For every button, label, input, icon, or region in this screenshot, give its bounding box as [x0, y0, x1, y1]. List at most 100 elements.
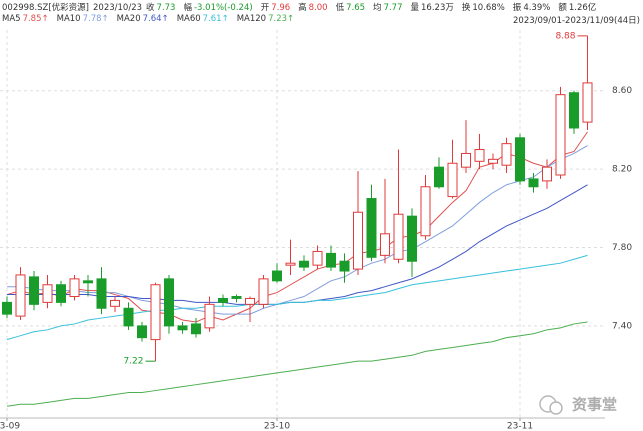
quote-value: 4.39% [523, 3, 551, 13]
y-tick-label: 8.60 [612, 86, 632, 96]
legend-item: MA10 7.78↑ [57, 14, 113, 24]
watermark: 资事堂 [539, 395, 617, 415]
candle-body [137, 325, 147, 339]
ma-line [6, 254, 588, 341]
y-tick-label: 7.40 [612, 321, 632, 331]
candle-body [96, 278, 107, 309]
max-label: 8.88 [555, 31, 575, 41]
quote-item: 开 7.96 [261, 3, 294, 13]
quote-label: 开 [260, 3, 270, 13]
candle-body [285, 262, 296, 266]
legend-name: MA20 [116, 14, 141, 24]
ma-line [7, 184, 588, 305]
legend-name: MA10 [56, 14, 81, 24]
quote-item: 量 16.23万 [411, 3, 458, 13]
min-label: 7.22 [123, 357, 143, 367]
candle-body [245, 297, 255, 305]
quote-label: 量 [410, 3, 420, 13]
candle-body [231, 296, 242, 299]
quote-item: 收 7.73 [146, 3, 179, 13]
quote-label: 幅 [183, 3, 192, 13]
candle-body [353, 211, 363, 270]
quote-value: 7.96 [271, 3, 291, 13]
candle-body [2, 301, 12, 315]
ma-line [6, 131, 588, 323]
legend-name: MA5 [2, 14, 21, 24]
legend-name: MA120 [236, 14, 267, 24]
quote-header: 002998.SZ[优彩资源] 2023/10/23 收 7.73 幅 -3.01%(-0… [2, 1, 604, 13]
candle-body [83, 280, 93, 284]
candle-body [569, 92, 579, 129]
candle-body [191, 323, 201, 335]
quote-label: 高 [298, 3, 307, 13]
x-tick-label: 23-10 [264, 422, 290, 431]
quote-item: 均 7.77 [373, 3, 406, 13]
x-tick-label: 23-09 [0, 422, 20, 431]
candle-body [528, 178, 539, 188]
candle-body [501, 143, 512, 166]
candle-body [447, 162, 458, 198]
candle-body [420, 186, 431, 237]
stock-code: 002998.SZ[优彩资源] [2, 3, 90, 13]
candle-body [177, 325, 188, 331]
quote-value: 7.77 [383, 3, 403, 13]
candle-body [69, 278, 80, 298]
quote-item: 额 1.26亿 [558, 3, 600, 13]
candle-body [15, 274, 26, 317]
legend-value: 7.78↑ [82, 14, 109, 24]
candle-body [218, 297, 228, 303]
watermark-icon [549, 401, 563, 415]
candle-body [393, 213, 404, 260]
candle-body [474, 149, 485, 162]
legend-item: MA20 7.64↑ [117, 14, 173, 24]
watermark-text: 资事堂 [572, 396, 617, 414]
quote-label: 均 [373, 3, 382, 13]
quote-item: 换 10.68% [462, 3, 509, 13]
candle-body [164, 278, 174, 327]
quote-value: -3.01%(-0.24) [193, 3, 253, 13]
candle-body [29, 276, 39, 305]
quote-label: 低 [335, 3, 345, 13]
candle-body [258, 278, 269, 305]
ma-legend: MA5 7.85↑ MA10 7.78↑ MA20 7.64↑ MA60 7.61↑ MA120… [2, 14, 302, 24]
candle-body [582, 82, 593, 123]
legend-value: 7.64↑ [142, 14, 169, 24]
legend-value: 7.85↑ [22, 14, 49, 24]
candle-body [434, 166, 444, 188]
quote-item: 振 4.39% [513, 3, 555, 13]
candle-body [380, 233, 390, 256]
candle-body [123, 307, 134, 327]
candle-body [555, 94, 566, 176]
legend-value: 7.23↑ [268, 14, 295, 24]
candle-body [204, 303, 215, 329]
legend-item: MA120 7.23↑ [237, 14, 298, 24]
legend-item: MA60 7.61↑ [177, 14, 233, 24]
date-range: 2023/09/01-2023/11/09(44日) [513, 16, 640, 26]
candle-body [515, 137, 525, 182]
candle-body [488, 158, 498, 164]
quote-label: 振 [512, 3, 522, 13]
legend-name: MA60 [176, 14, 201, 24]
legend-item: MA5 7.85↑ [2, 14, 53, 24]
candle-body [312, 250, 323, 266]
quote-value: 1.26亿 [568, 3, 597, 13]
quote-value: 7.65 [346, 3, 366, 13]
candle-body [339, 260, 350, 272]
candle-body [56, 284, 66, 303]
x-tick-label: 23-11 [507, 422, 533, 431]
candle-body [461, 152, 471, 168]
ma-line [6, 321, 588, 407]
candle-body [366, 198, 377, 258]
quote-item: 幅 -3.01%(-0.24) [183, 3, 256, 13]
quote-value: 10.68% [472, 3, 505, 13]
quote-item: 高 8.00 [298, 3, 331, 13]
candle-body [326, 252, 336, 268]
quote-value: 7.73 [156, 3, 176, 13]
candle-body [150, 284, 161, 341]
candle-body [272, 270, 282, 282]
quote-item: 低 7.65 [336, 3, 369, 13]
quote-label: 收 [146, 3, 155, 13]
candle-body [407, 215, 417, 262]
